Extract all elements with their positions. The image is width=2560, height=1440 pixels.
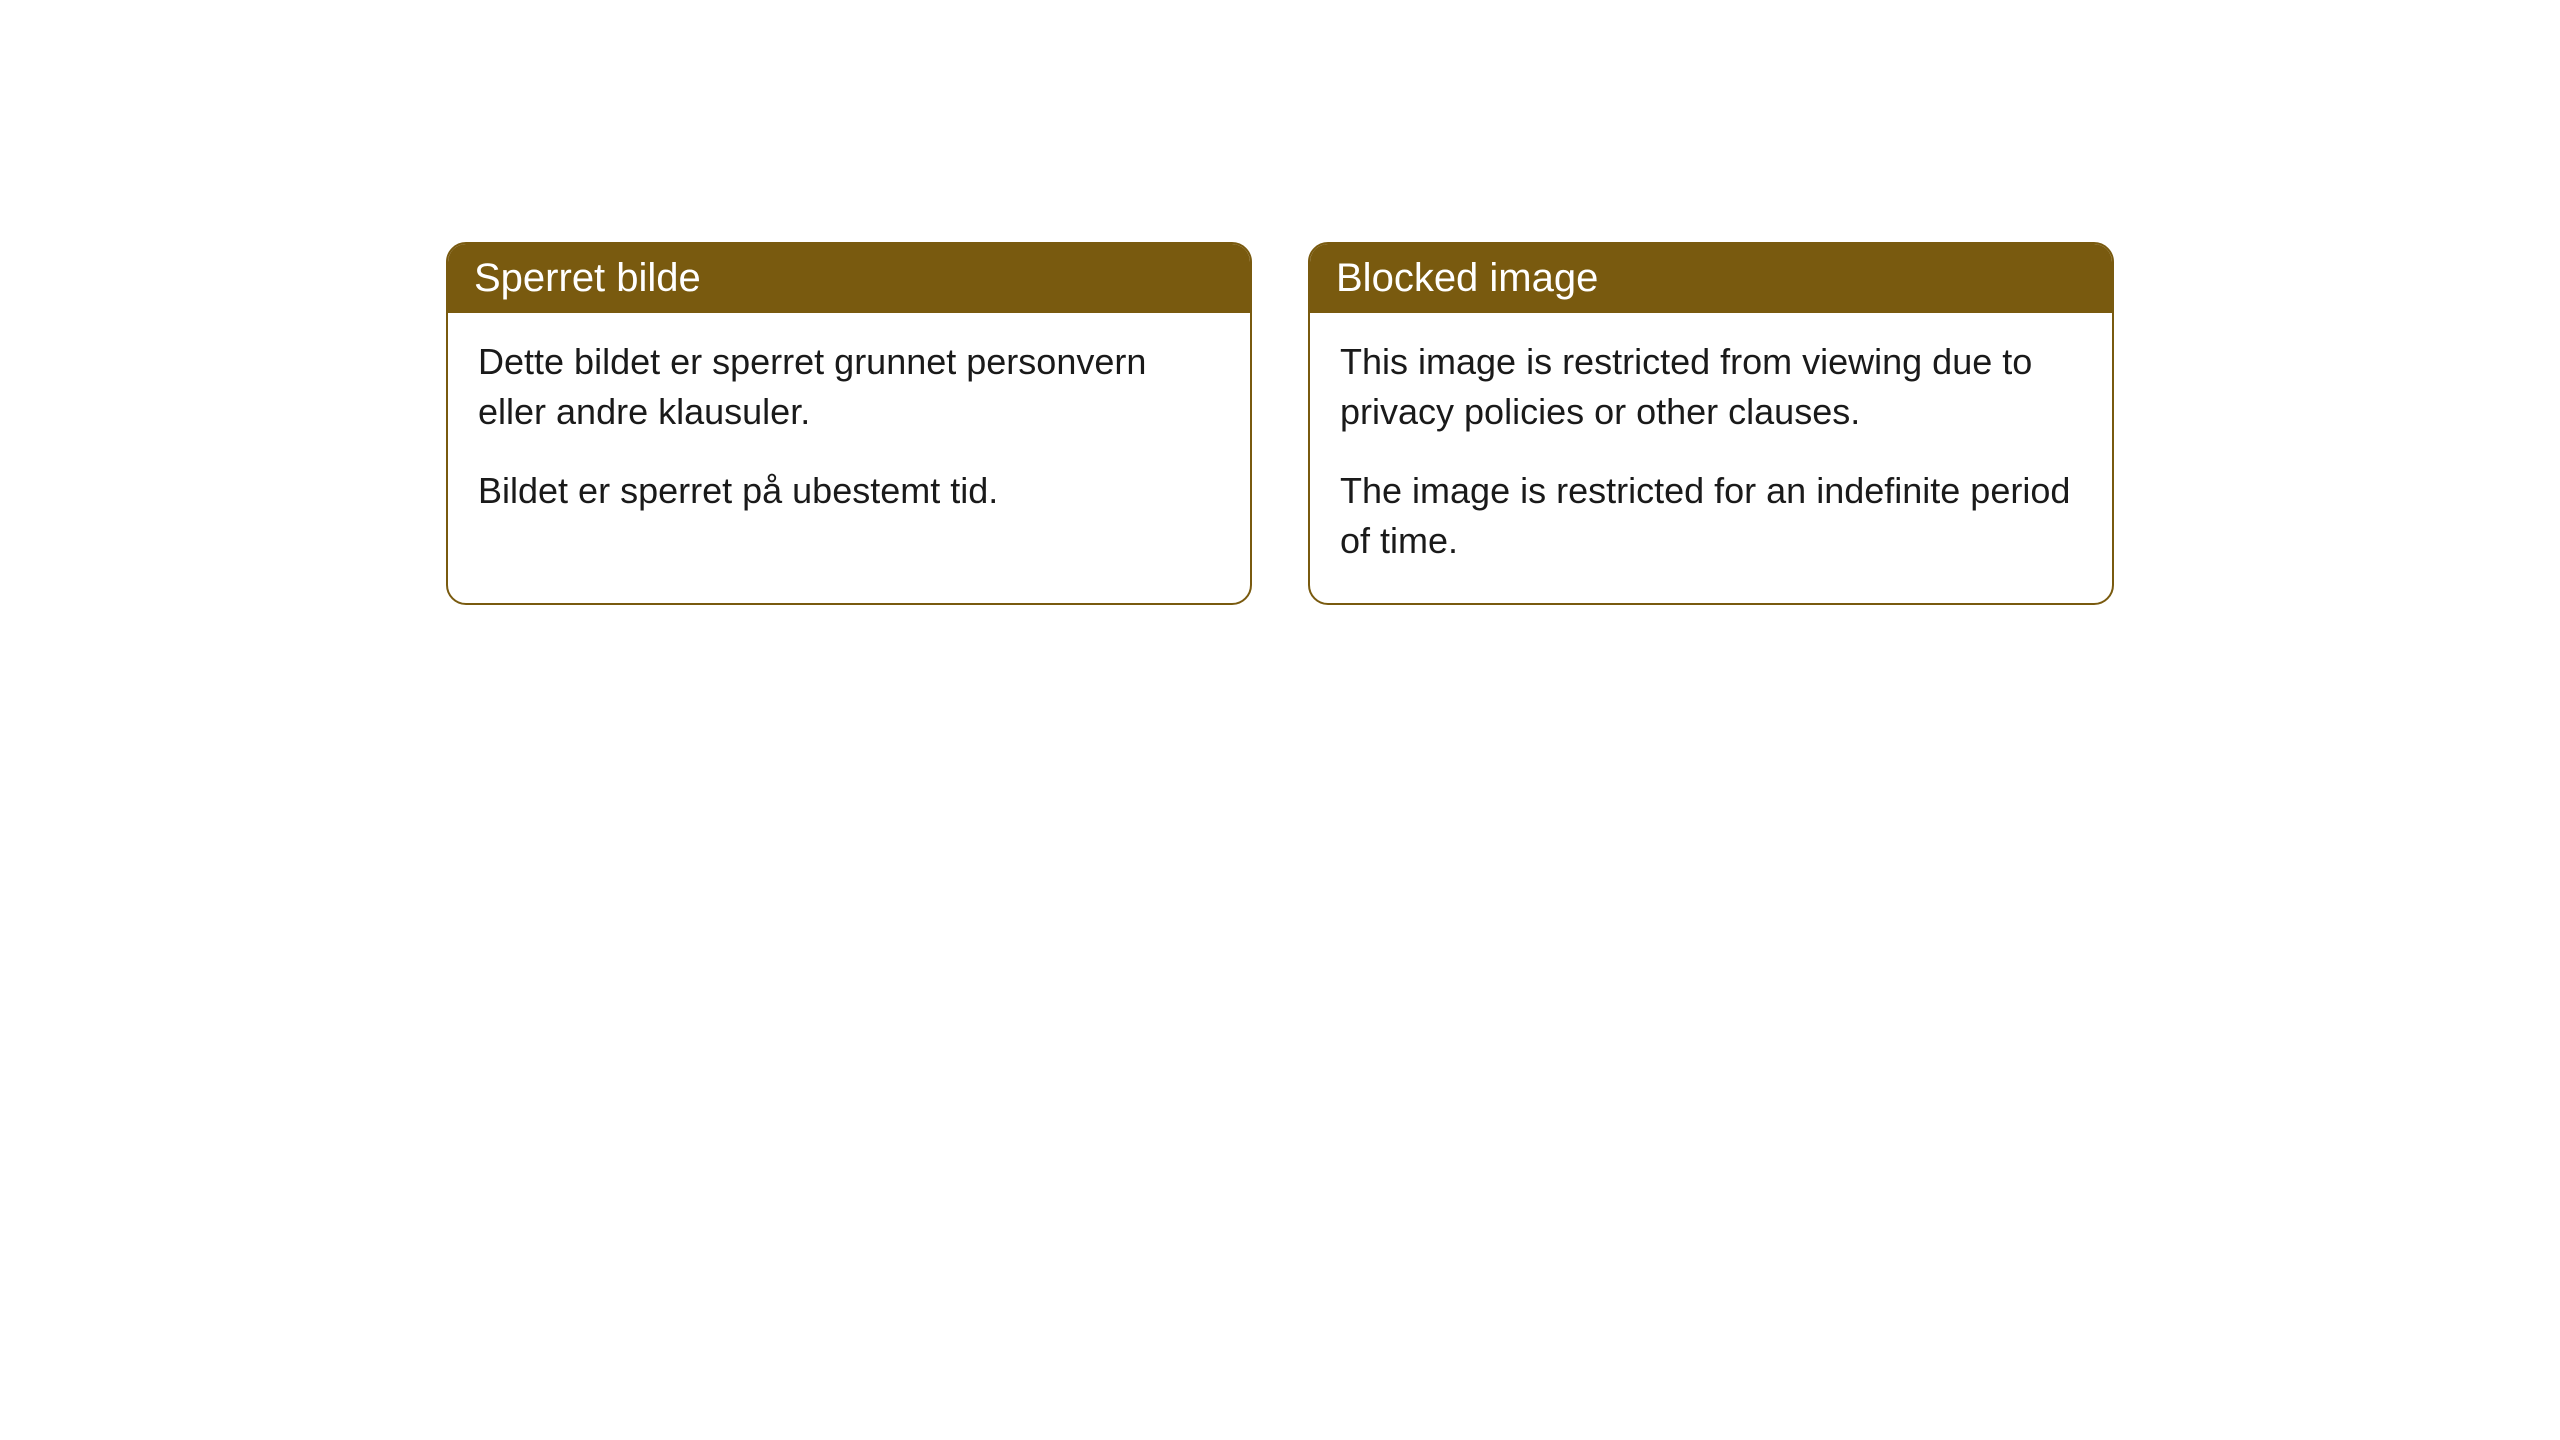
notice-text-1-norwegian: Dette bildet er sperret grunnet personve…	[478, 337, 1220, 438]
card-body-norwegian: Dette bildet er sperret grunnet personve…	[448, 313, 1250, 552]
notice-text-2-english: The image is restricted for an indefinit…	[1340, 466, 2082, 567]
card-header-english: Blocked image	[1310, 244, 2112, 313]
notice-text-1-english: This image is restricted from viewing du…	[1340, 337, 2082, 438]
card-body-english: This image is restricted from viewing du…	[1310, 313, 2112, 603]
card-header-norwegian: Sperret bilde	[448, 244, 1250, 313]
blocked-image-card-english: Blocked image This image is restricted f…	[1308, 242, 2114, 605]
blocked-image-card-norwegian: Sperret bilde Dette bildet er sperret gr…	[446, 242, 1252, 605]
notice-cards-container: Sperret bilde Dette bildet er sperret gr…	[0, 0, 2560, 605]
notice-text-2-norwegian: Bildet er sperret på ubestemt tid.	[478, 466, 1220, 516]
